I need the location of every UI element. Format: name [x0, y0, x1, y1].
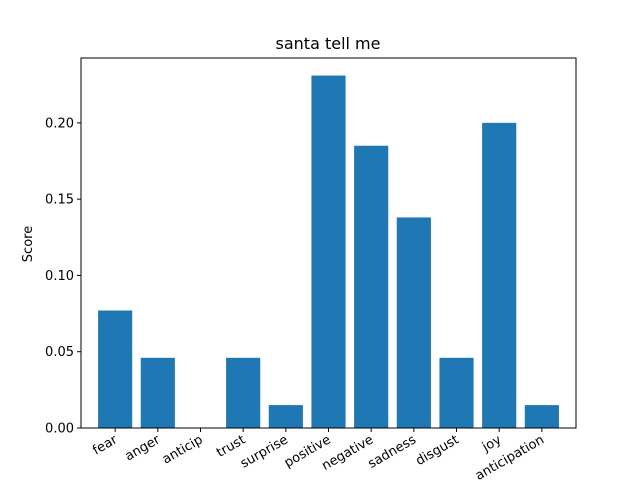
y-tick-label: 0.20 — [45, 116, 74, 131]
y-tick-label: 0.15 — [45, 193, 74, 208]
plot-frame — [80, 57, 577, 429]
bar-anticipation — [524, 405, 559, 428]
bar-negative — [354, 145, 389, 429]
chart-title: santa tell me — [276, 34, 381, 53]
bars-group — [98, 75, 559, 429]
y-tick-label: 0.05 — [45, 345, 74, 360]
y-tick-label: 0.10 — [45, 269, 74, 284]
bar-disgust — [439, 357, 474, 428]
bar-sadness — [396, 217, 431, 428]
bar-fear — [98, 310, 133, 428]
y-tick-label: 0.00 — [45, 422, 74, 437]
y-axis: 0.00 0.05 0.10 0.15 0.20 — [45, 116, 81, 437]
bar-trust — [226, 357, 261, 428]
bar-joy — [482, 122, 517, 428]
bar-positive — [311, 75, 346, 429]
bar-anger — [140, 357, 175, 428]
bar-surprise — [268, 405, 303, 428]
y-axis-label: Score — [21, 226, 36, 262]
